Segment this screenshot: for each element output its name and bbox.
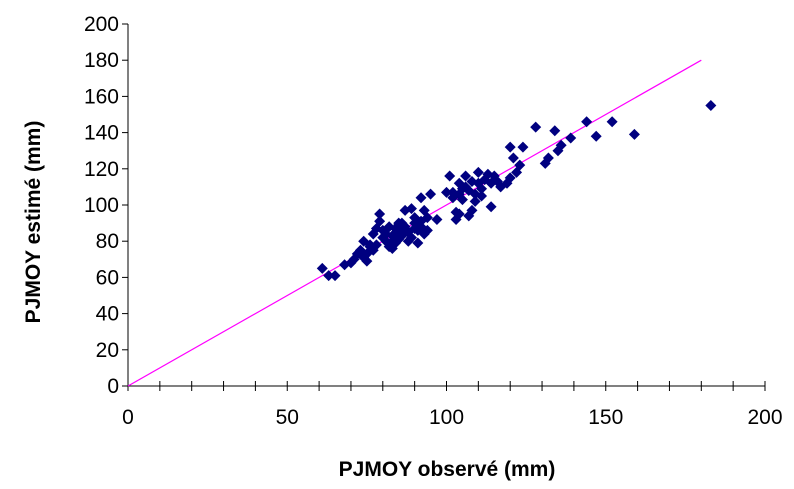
data-point [323,270,335,282]
y-tick-label: 20 [96,339,119,362]
data-point [456,194,468,206]
data-point [507,152,519,164]
data-point [421,212,433,224]
data-point [485,201,497,213]
data-point [517,141,529,153]
data-point [415,192,427,204]
data-point [469,195,481,207]
y-tick-label: 140 [84,122,119,145]
data-point [348,253,360,265]
data-point [514,159,526,171]
data-point [466,204,478,216]
data-point [476,190,488,202]
data-point [472,166,484,178]
y-tick-label: 60 [96,266,119,289]
data-point [405,232,417,244]
data-point [421,224,433,236]
x-tick-label: 50 [276,406,299,429]
data-point [374,208,386,220]
data-point [705,99,717,111]
data-point [565,132,577,144]
data-point [504,172,516,184]
data-point [606,116,618,128]
data-point [425,188,437,200]
data-point [370,239,382,251]
data-point [542,152,554,164]
y-tick-label: 180 [84,49,119,72]
data-point [412,237,424,249]
data-point [628,128,640,140]
data-point [316,262,328,274]
data-point [530,121,542,133]
data-point [361,255,373,267]
data-point [581,116,593,128]
y-tick-label: 0 [107,375,119,398]
y-axis-title-group: PJMOY estimé (mm) [22,121,45,324]
y-tick-label: 80 [96,230,119,253]
data-point [441,186,452,198]
data-point [405,203,417,215]
y-tick-label: 100 [84,194,119,217]
data-point [453,208,465,220]
plot-area: 0 20 40 60 80 100 120 140 160 180 200 0 50 100 150 200 [84,13,783,429]
x-tick-label: 150 [588,406,623,429]
data-point [555,139,567,151]
data-point [431,213,443,225]
data-point [590,130,602,142]
x-tick-label: 200 [747,406,782,429]
data-point [476,183,488,195]
x-tick-label: 100 [429,406,464,429]
x-axis-title: PJMOY observé (mm) [339,458,556,481]
y-axis-title: PJMOY estimé (mm) [22,121,45,324]
y-tick-label: 40 [96,303,119,326]
data-point [329,270,341,282]
data-point [460,170,472,182]
x-tick-label: 0 [122,406,134,429]
data-point [504,141,516,153]
y-tick-label: 200 [84,13,119,36]
data-point [374,215,386,227]
y-tick-label: 160 [84,85,119,108]
data-point [444,170,456,182]
y-tick-label: 120 [84,158,119,181]
data-point [549,125,561,137]
